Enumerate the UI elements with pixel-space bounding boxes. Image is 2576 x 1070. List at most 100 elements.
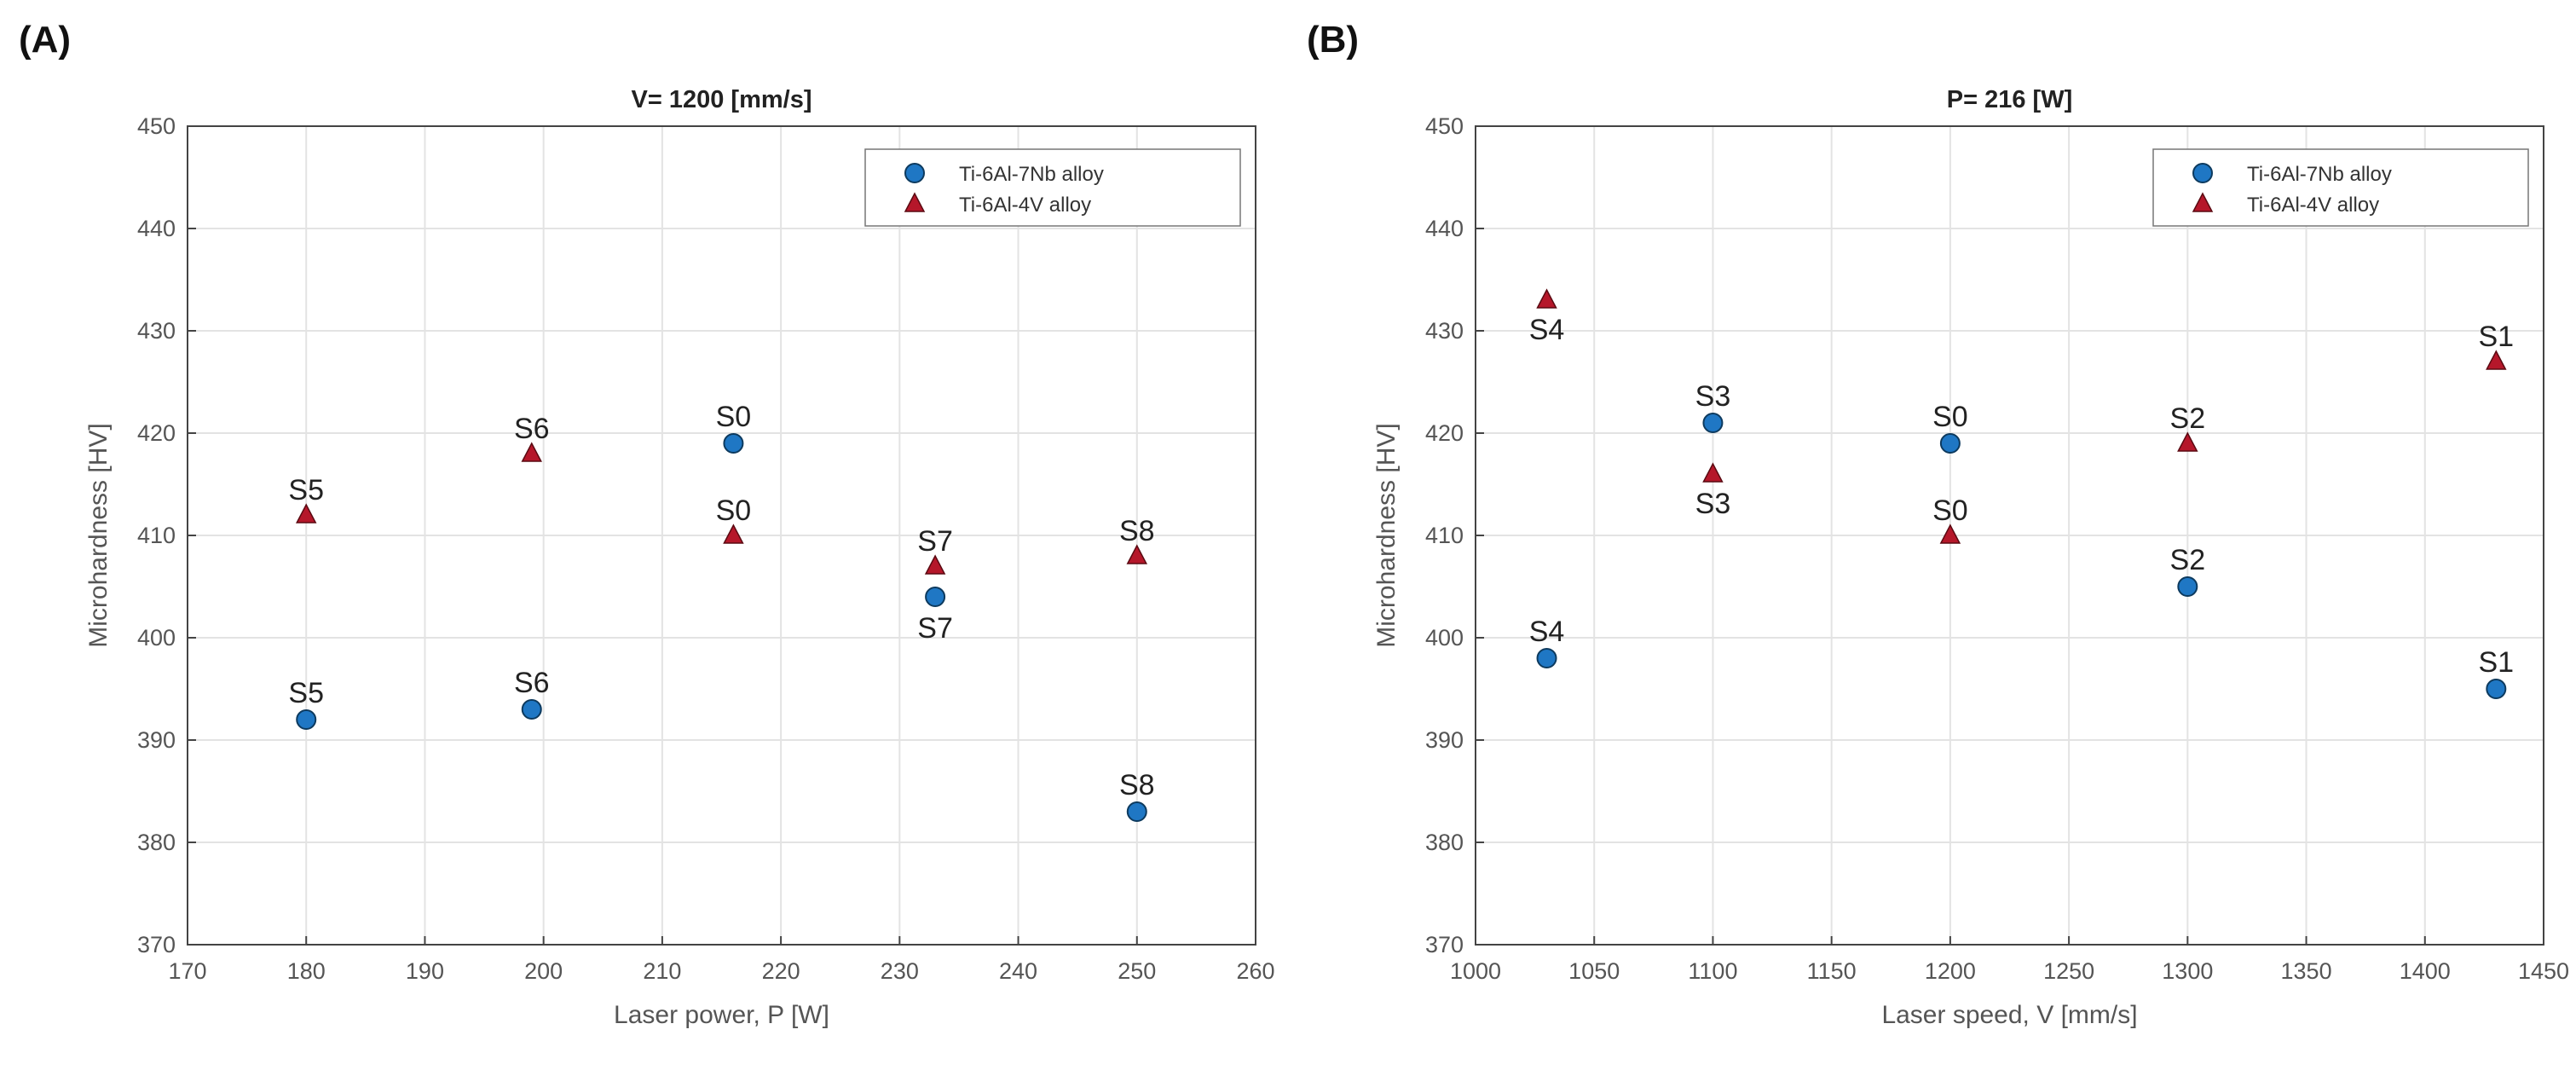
data-point-ti6al7nb [521,699,542,720]
chart-title-a: V= 1200 [mm/s] [632,86,812,113]
y-tick-label: 410 [1425,523,1464,548]
scatter-plot-b: 1000 1050 1100 1150 1200 1250 1300 1350 1400 1450… [1372,86,2569,1029]
data-point-ti6al4v [1702,462,1724,483]
panel-letter-b: (B) [1307,19,1360,61]
legend-marker-ti6al4v [2192,192,2214,212]
legend-label-ti6al7nb: Ti-6Al-7Nb alloy [2247,163,2392,186]
x-tick-label: 170 [168,958,206,984]
legend-marker-ti6al7nb [904,163,925,183]
legend-label-ti6al7nb: Ti-6Al-7Nb alloy [959,163,1104,186]
chart-panel-a: (A) 170 180 190 200 210 220 230 240 250 260 370 380… [19,19,1275,1029]
point-label-ti6al7nb: S7 [917,612,953,645]
point-label-ti6al4v: S0 [1932,495,1968,527]
x-tick-label: 1350 [2281,958,2332,984]
y-tick-label: 440 [1425,216,1464,241]
point-label-ti6al7nb: S3 [1695,380,1731,413]
y-axis-label-b: Microhardness [HV] [1372,423,1401,647]
x-tick-label: 1450 [2518,958,2569,984]
panel-letter-a: (A) [19,19,72,61]
x-tick-label: 1100 [1688,958,1737,984]
data-point-ti6al4v [1126,544,1148,564]
chart-panel-b: (B) 1000 1050 1100 1150 1200 1250 1300 1350 1400… [1288,0,2576,1070]
point-label-ti6al7nb: S0 [1932,401,1968,433]
data-point-ti6al4v [924,554,946,575]
data-point-ti6al7nb [1702,413,1724,433]
x-tick-label: 210 [643,958,681,984]
point-label-ti6al4v: S1 [2479,321,2515,353]
axes-frame-b [1475,125,2544,946]
data-point-ti6al7nb [723,433,744,454]
y-tick-label: 420 [1425,420,1464,446]
y-tick-label: 450 [137,113,176,139]
x-axis-label-a: Laser power, P [W] [614,1001,829,1029]
y-tick-label: 390 [1425,727,1464,753]
scatter-plot-a: 170 180 190 200 210 220 230 240 250 260 370 380 390 4… [84,86,1275,1029]
data-point-ti6al4v [2177,431,2198,452]
point-label-ti6al4v: S5 [288,474,324,506]
point-label-ti6al4v: S2 [2170,402,2206,435]
legend-label-ti6al4v: Ti-6Al-4V alloy [959,194,1091,217]
data-point-ti6al7nb [1126,801,1147,822]
x-tick-label: 1250 [2043,958,2094,984]
y-tick-label: 370 [1425,932,1464,957]
y-tick-label: 410 [137,523,176,548]
y-tick-label: 380 [1425,830,1464,855]
x-tick-label: 190 [406,958,444,984]
y-tick-label: 370 [137,932,176,957]
x-tick-label: 240 [999,958,1037,984]
legend-box-a [864,148,1241,227]
y-tick-label: 440 [137,216,176,241]
point-label-ti6al4v: S0 [716,495,752,527]
point-label-ti6al7nb: S2 [2170,544,2206,576]
x-tick-label: 200 [524,958,563,984]
data-point-ti6al4v [2486,350,2507,370]
y-tick-label: 380 [137,830,176,855]
point-label-ti6al4v: S4 [1529,314,1565,346]
point-label-ti6al4v: S3 [1695,488,1731,520]
data-point-ti6al7nb [296,709,317,730]
point-label-ti6al4v: S6 [514,413,550,445]
legend-box-b [2152,148,2529,227]
legend-marker-ti6al4v [904,192,926,212]
x-tick-label: 250 [1118,958,1156,984]
data-point-ti6al7nb [925,587,946,607]
point-label-ti6al7nb: S4 [1529,616,1565,648]
axes-frame-a [187,125,1256,946]
y-tick-label: 390 [137,727,176,753]
point-label-ti6al7nb: S6 [514,667,550,699]
data-point-ti6al4v [521,442,542,462]
x-tick-label: 1400 [2400,958,2451,984]
y-tick-label: 430 [137,318,176,344]
x-tick-label: 1000 [1450,958,1501,984]
point-label-ti6al7nb: S5 [288,677,324,709]
y-tick-label: 430 [1425,318,1464,344]
x-tick-label: 1050 [1568,958,1620,984]
data-point-ti6al4v [1536,288,1557,309]
x-tick-label: 260 [1236,958,1274,984]
x-tick-label: 1200 [1925,958,1976,984]
point-label-ti6al4v: S8 [1119,515,1155,547]
point-label-ti6al7nb: S8 [1119,769,1155,801]
y-tick-label: 420 [137,420,176,446]
x-tick-label: 1150 [1807,958,1857,984]
x-tick-label: 230 [881,958,919,984]
x-tick-label: 220 [762,958,800,984]
point-label-ti6al4v: S7 [917,525,953,558]
data-point-ti6al7nb [1536,648,1557,668]
y-axis-label-a: Microhardness [HV] [84,423,113,647]
y-tick-label: 400 [137,625,176,651]
point-label-ti6al7nb: S0 [716,401,752,433]
y-tick-label: 450 [1425,113,1464,139]
legend-label-ti6al4v: Ti-6Al-4V alloy [2247,194,2379,217]
data-point-ti6al7nb [2486,679,2507,699]
data-point-ti6al4v [295,503,317,523]
data-point-ti6al4v [1939,523,1961,544]
data-point-ti6al7nb [2177,576,2198,597]
chart-title-b: P= 216 [W] [1947,86,2072,113]
y-tick-label: 400 [1425,625,1464,651]
data-point-ti6al7nb [1939,433,1961,454]
data-point-ti6al4v [723,523,744,544]
x-tick-label: 1300 [2162,958,2213,984]
point-label-ti6al7nb: S1 [2479,646,2515,679]
x-axis-label-b: Laser speed, V [mm/s] [1881,1001,2137,1029]
